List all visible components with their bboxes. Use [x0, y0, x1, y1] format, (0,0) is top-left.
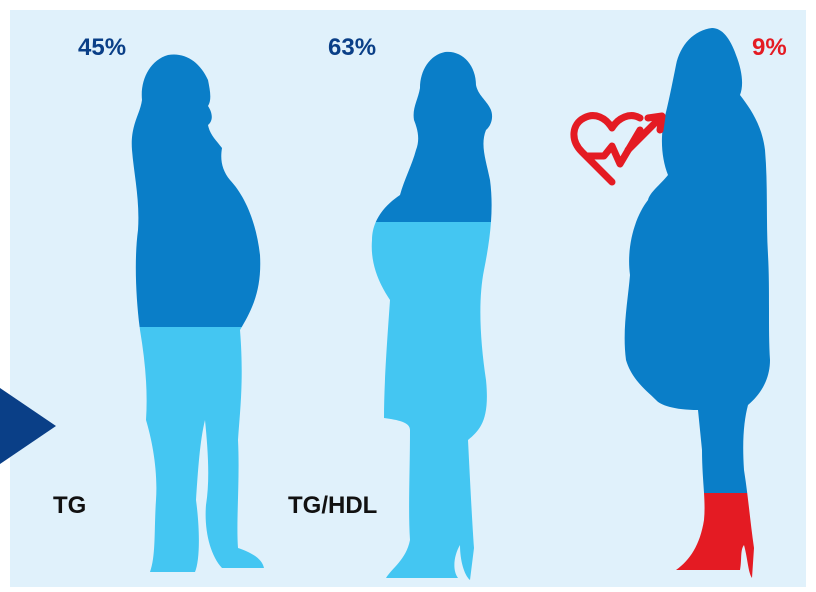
silhouette-woman-tg-hdl — [371, 51, 493, 581]
percent-tg: 45% — [78, 34, 127, 61]
silhouette-woman-tg — [131, 54, 264, 572]
percent-risk: 9% — [752, 34, 787, 61]
left-pointer-arrow — [0, 388, 56, 464]
label-tg-hdl: TG/HDL — [288, 492, 378, 519]
percent-tg-hdl: 63% — [328, 34, 377, 61]
label-tg: TG — [53, 492, 87, 519]
heart-check-arrow-icon — [570, 112, 666, 186]
silhouette-woman-risk — [624, 28, 770, 578]
